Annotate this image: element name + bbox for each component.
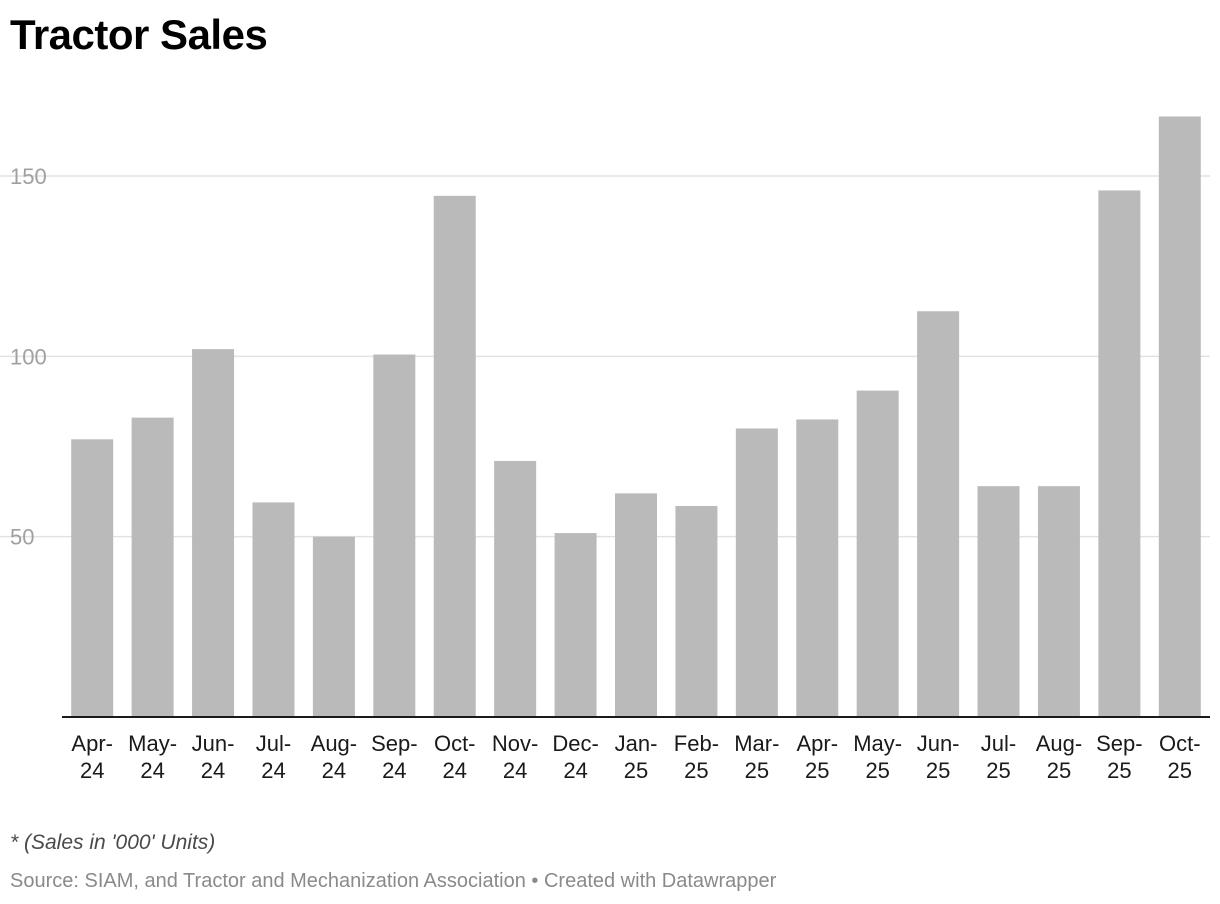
bar-dec-24 xyxy=(554,533,597,717)
x-category-label: Jun-24 xyxy=(192,731,235,783)
source-text: Source: SIAM, and Tractor and Mechanizat… xyxy=(10,870,526,892)
source-footer: Source: SIAM, and Tractor and Mechanizat… xyxy=(10,868,776,894)
x-category-label: Sep-25 xyxy=(1096,731,1142,783)
bar-oct-25 xyxy=(1158,116,1201,718)
x-category-label: Jul-24 xyxy=(256,731,291,783)
bar-may-24 xyxy=(131,417,174,717)
bar-apr-24 xyxy=(71,439,114,717)
bars xyxy=(71,116,1201,718)
datawrapper-credit[interactable]: Created with Datawrapper xyxy=(543,870,777,892)
bar-jun-25 xyxy=(917,311,960,717)
x-category-label: Sep-24 xyxy=(371,731,417,783)
bar-sep-24 xyxy=(373,354,416,717)
y-tick-label-150: 150 xyxy=(10,164,47,189)
bar-oct-24 xyxy=(433,195,476,717)
y-tick-label-100: 100 xyxy=(10,344,47,369)
x-category-label: Oct-24 xyxy=(434,731,476,783)
x-category-label: Apr-25 xyxy=(796,731,838,783)
bar-nov-24 xyxy=(494,460,537,717)
x-category-label: May-24 xyxy=(128,731,177,783)
units-note: * (Sales in '000' Units) xyxy=(10,831,216,854)
bar-feb-25 xyxy=(675,506,718,717)
bar-apr-25 xyxy=(796,419,839,717)
bar-mar-25 xyxy=(735,428,778,717)
bar-jul-24 xyxy=(252,502,295,717)
bar-jan-25 xyxy=(615,493,657,717)
x-category-label: Apr-24 xyxy=(71,731,113,783)
bar-sep-25 xyxy=(1098,190,1141,718)
x-category-label: Dec-24 xyxy=(552,731,598,783)
x-category-label: Jul-25 xyxy=(981,731,1016,783)
x-category-label: Jun-25 xyxy=(917,731,960,783)
bar-may-25 xyxy=(856,390,899,717)
x-category-label: Jan-25 xyxy=(615,731,658,783)
bar-aug-25 xyxy=(1037,486,1080,717)
x-category-label: Nov-24 xyxy=(492,731,538,783)
x-category-label: Mar-25 xyxy=(734,731,779,783)
x-category-label: Feb-25 xyxy=(674,731,719,783)
y-axis-tick-labels: 50 100 150 xyxy=(10,164,47,550)
bar-chart: 50 100 150 Apr-24 May-24 Jun-24 Jul-24 Aug-24 S… xyxy=(0,116,1210,783)
x-category-label: Oct-25 xyxy=(1159,731,1201,783)
chart-title: Tractor Sales xyxy=(10,11,268,58)
x-axis-category-labels: Apr-24 May-24 Jun-24 Jul-24 Aug-24 Sep-24 Oct-… xyxy=(71,731,1200,783)
gridlines xyxy=(0,175,1210,538)
bar-jun-24 xyxy=(192,349,235,717)
bar-aug-24 xyxy=(312,536,355,717)
footer-separator: • xyxy=(525,870,544,892)
y-tick-label-50: 50 xyxy=(10,525,34,550)
x-category-label: Aug-25 xyxy=(1036,731,1082,783)
x-category-label: Aug-24 xyxy=(311,731,357,783)
bar-jul-25 xyxy=(977,486,1020,717)
x-category-label: May-25 xyxy=(853,731,902,783)
